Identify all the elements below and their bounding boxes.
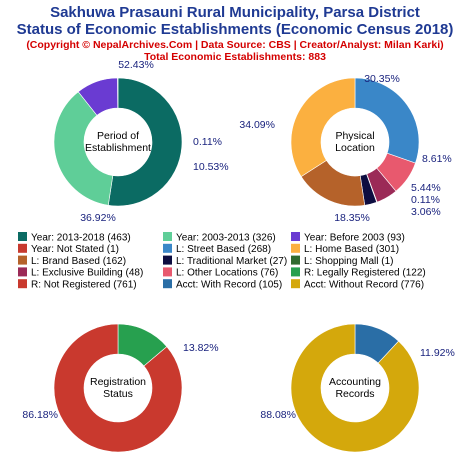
slice-label-year-before-2003: 10.53%: [193, 161, 229, 173]
legend-swatch: [163, 243, 172, 253]
slice-year-2003-2013: [53, 91, 114, 206]
center-label-line: Establishment: [85, 142, 151, 154]
legend-item-year-2013-2018-463: Year: 2013-2018 (463): [18, 232, 131, 243]
legend-swatch: [291, 279, 300, 289]
legend-item-acct-with-record-105: Acct: With Record (105): [163, 279, 282, 291]
center-label-line: Location: [335, 142, 375, 154]
legend-swatch: [18, 243, 27, 253]
legend-swatch: [18, 279, 27, 289]
donut-hole: [321, 354, 389, 422]
legend-label: Year: Before 2003 (93): [304, 232, 405, 243]
total-establishments: Total Economic Establishments: 883: [144, 51, 326, 63]
legend-label: L: Shopping Mall (1): [304, 256, 394, 267]
slice-label-l-traditional-market: 3.06%: [411, 206, 441, 218]
legend-item-year-2003-2013-326: Year: 2003-2013 (326): [163, 232, 276, 243]
slice-l-street-based: [354, 77, 420, 164]
legend-swatch: [163, 267, 172, 277]
legend-label: L: Traditional Market (27): [176, 256, 287, 267]
center-label-line: Period of: [97, 130, 139, 142]
legend-label: L: Exclusive Building (48): [31, 268, 143, 279]
donut-hole: [84, 108, 152, 176]
legend-item-l-home-based-301: L: Home Based (301): [291, 243, 399, 255]
center-label-line: Status: [103, 388, 133, 400]
legend-swatch: [18, 267, 27, 277]
slice-label-l-street-based: 30.35%: [364, 73, 400, 85]
center-label-line: Physical: [335, 130, 374, 142]
slice-label-l-exclusive-building: 5.44%: [411, 182, 441, 194]
slice-label-acct-with-record: 11.92%: [420, 347, 455, 359]
legend-label: R: Legally Registered (122): [304, 268, 426, 279]
chart-title-line2: Status of Economic Establishments (Econo…: [17, 21, 454, 38]
slice-label-r-not-registered: 86.18%: [22, 409, 58, 421]
legend-label: L: Brand Based (162): [31, 256, 126, 267]
legend-item-r-legally-registered-122: R: Legally Registered (122): [291, 267, 426, 279]
slice-r-not-registered: [53, 323, 183, 453]
slice-acct-without-record: [290, 323, 420, 453]
legend-label: Year: 2003-2013 (326): [176, 232, 276, 243]
legend-item-l-traditional-market-27: L: Traditional Market (27): [163, 255, 287, 267]
legend-swatch: [163, 255, 172, 265]
legend-item-year-not-stated-1: Year: Not Stated (1): [18, 243, 119, 255]
slice-label-year-2003-2013: 36.92%: [80, 212, 116, 224]
legend-swatch: [163, 232, 172, 241]
legend-swatch: [18, 232, 27, 241]
legend-label: Year: Not Stated (1): [31, 244, 119, 255]
donut-hole: [321, 108, 389, 176]
legend-swatch: [163, 279, 172, 289]
donut-hole: [84, 354, 152, 422]
center-label-line: Accounting: [329, 376, 381, 388]
legend-item-acct-without-record-776: Acct: Without Record (776): [291, 279, 424, 291]
legend-label: L: Street Based (268): [176, 244, 271, 255]
legend-swatch: [291, 255, 300, 265]
slice-label-r-legally-registered: 13.82%: [183, 342, 219, 354]
legend-swatch: [291, 232, 300, 241]
legend-item-l-street-based-268: L: Street Based (268): [163, 243, 271, 255]
legend-label: Year: 2013-2018 (463): [31, 232, 131, 243]
donut-chart-2: 30.35% 8.61% 5.44%0.11%3.06% 18.35% 34.09% Ph…: [239, 73, 451, 224]
legend-item-year-before-2003-93: Year: Before 2003 (93): [291, 232, 405, 243]
center-label-line: Registration: [90, 376, 146, 388]
legend-item-l-other-locations-76: L: Other Locations (76): [163, 267, 278, 279]
slice-l-home-based: [290, 77, 356, 178]
slice-label-l-brand-based: 18.35%: [334, 212, 370, 224]
slice-label-acct-without-record: 88.08%: [260, 409, 296, 421]
slice-label-year-2013-2018: 52.43%: [118, 59, 154, 71]
slice-label-year-not-stated: 0.11%: [193, 136, 222, 148]
legend-label: R: Not Registered (761): [31, 280, 137, 291]
legend-swatch: [18, 255, 27, 265]
legend-label: L: Other Locations (76): [176, 268, 278, 279]
legend-label: Acct: With Record (105): [176, 280, 282, 291]
legend-label: Acct: Without Record (776): [304, 280, 424, 291]
chart-title-line1: Sakhuwa Prasauni Rural Municipality, Par…: [50, 4, 420, 21]
legend-item-r-not-registered-761: R: Not Registered (761): [18, 279, 137, 291]
legend-swatch: [291, 267, 300, 277]
slice-label-l-shopping-mall: 0.11%: [411, 194, 440, 206]
copyright-line: (Copyright © NepalArchives.Com | Data So…: [26, 39, 443, 51]
legend-item-l-brand-based-162: L: Brand Based (162): [18, 255, 126, 267]
donut-chart-1: 52.43% 36.92% 10.53% 0.11% Period ofEstablis…: [53, 59, 229, 224]
slice-label-l-home-based: 34.09%: [239, 119, 275, 131]
legend-item-l-shopping-mall-1: L: Shopping Mall (1): [291, 255, 394, 267]
slice-label-l-other-locations: 8.61%: [422, 153, 452, 165]
legend-swatch: [291, 243, 300, 253]
slice-year-2013-2018: [107, 77, 183, 207]
legend-item-l-exclusive-building-48: L: Exclusive Building (48): [18, 267, 143, 279]
legend-label: L: Home Based (301): [304, 244, 399, 255]
center-label-line: Records: [335, 388, 374, 400]
